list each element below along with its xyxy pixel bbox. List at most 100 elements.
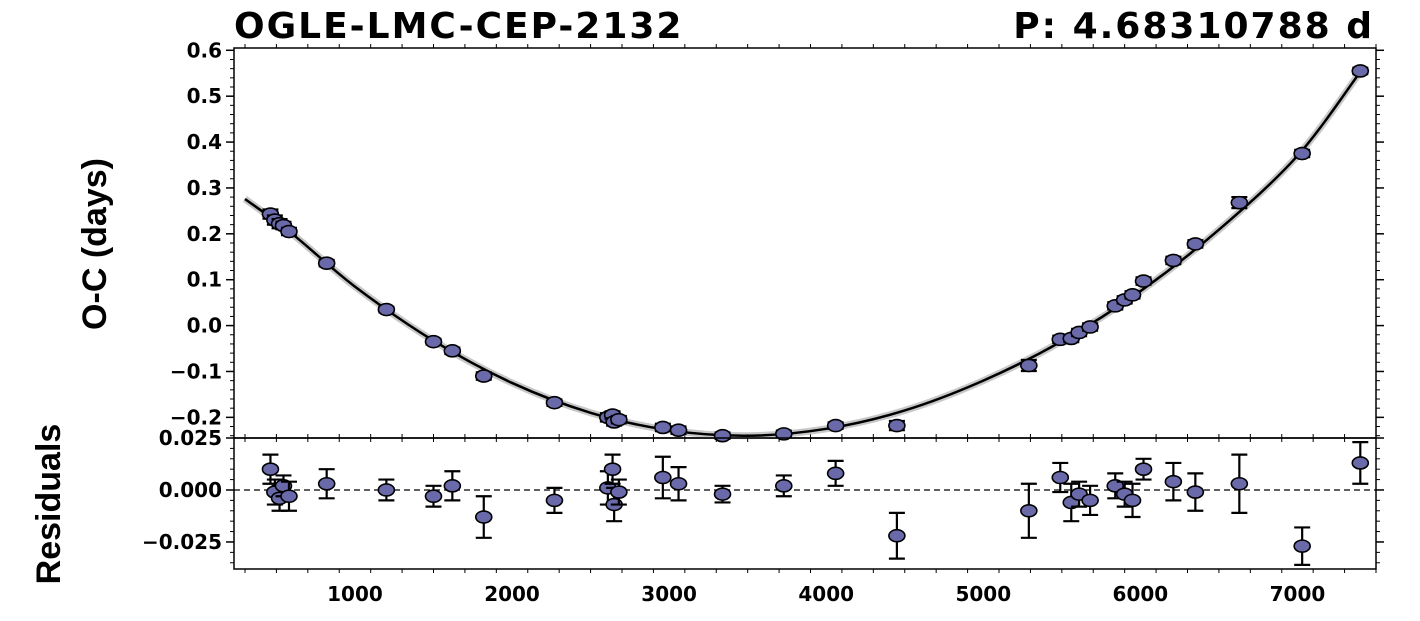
residuals-axis-label: Residuals bbox=[30, 424, 68, 585]
oc-point-marker bbox=[826, 418, 845, 433]
oc-y-tick-label: 0.5 bbox=[187, 84, 222, 108]
oc-point-marker bbox=[888, 418, 906, 433]
residual-point-marker bbox=[1186, 485, 1205, 499]
oc-point bbox=[713, 428, 732, 443]
oc-point-marker bbox=[317, 256, 336, 270]
x-tick-label: 2000 bbox=[484, 582, 540, 606]
residuals-y-tick-label: 0.025 bbox=[159, 426, 222, 450]
chart-title: OGLE-LMC-CEP-2132 bbox=[234, 6, 683, 47]
residual-point bbox=[826, 459, 845, 487]
residual-point-marker bbox=[424, 489, 443, 504]
oc-panel: 0.6 0.5 0.4 0.3 0.2 0.1 0.0 −0.1 −0.2 bbox=[170, 38, 1384, 443]
residual-point-marker bbox=[654, 470, 672, 485]
residual-point bbox=[545, 486, 564, 514]
residual-point-marker bbox=[1123, 493, 1142, 508]
oc-y-tick-label: 0.3 bbox=[187, 176, 222, 200]
x-tick-label: 6000 bbox=[1113, 582, 1169, 606]
oc-point bbox=[1134, 274, 1153, 288]
oc-y-tick-label: 0.2 bbox=[187, 222, 222, 246]
residuals-y-ticks: 0.025 0.000 −0.025 bbox=[142, 426, 1384, 564]
residual-point-marker bbox=[443, 479, 462, 493]
residual-point bbox=[377, 478, 396, 502]
oc-point-marker bbox=[280, 224, 298, 239]
oc-point bbox=[1081, 320, 1099, 334]
oc-point-marker bbox=[424, 334, 443, 349]
residual-point bbox=[774, 474, 793, 498]
residuals-y-tick-label: 0.000 bbox=[159, 478, 222, 502]
residual-point-marker bbox=[1164, 474, 1183, 489]
oc-point-marker bbox=[669, 423, 688, 438]
residual-point-marker bbox=[603, 462, 622, 476]
residual-point-marker bbox=[669, 476, 688, 491]
x-tick-label: 4000 bbox=[798, 582, 854, 606]
residual-point bbox=[424, 484, 443, 508]
oc-point bbox=[888, 418, 906, 433]
residual-point-marker bbox=[317, 476, 336, 491]
oc-point-marker bbox=[1081, 320, 1099, 334]
oc-point-marker bbox=[610, 412, 628, 427]
residual-point bbox=[654, 455, 672, 500]
oc-point bbox=[1020, 358, 1038, 373]
residual-point-marker bbox=[1134, 462, 1153, 476]
residual-point-marker bbox=[774, 479, 793, 493]
x-tick-label: 7000 bbox=[1270, 582, 1326, 606]
residual-point-marker bbox=[1081, 493, 1099, 508]
oc-y-tick-label: 0.6 bbox=[187, 38, 222, 62]
residuals-panel: 0.025 0.000 −0.025 1000 2000 3000 4000 5000 600… bbox=[142, 426, 1384, 606]
y-axis-label: O-C (days) bbox=[76, 158, 114, 330]
oc-point-marker bbox=[1020, 358, 1038, 373]
residual-point bbox=[1351, 441, 1370, 485]
residual-point bbox=[669, 466, 688, 502]
residual-point-marker bbox=[261, 462, 280, 476]
oc-point bbox=[317, 256, 336, 270]
oc-point bbox=[669, 423, 688, 438]
oc-point bbox=[443, 344, 462, 358]
residual-point bbox=[1020, 482, 1038, 539]
residual-data-points bbox=[261, 441, 1370, 566]
oc-point-marker bbox=[1134, 274, 1153, 288]
oc-point bbox=[826, 418, 845, 433]
fit-confidence-band bbox=[242, 69, 1364, 440]
oc-point-marker bbox=[1351, 64, 1370, 78]
oc-point bbox=[1293, 146, 1311, 161]
oc-y-ticks: 0.6 0.5 0.4 0.3 0.2 0.1 0.0 −0.1 −0.2 bbox=[170, 38, 1384, 437]
residual-point-marker bbox=[610, 485, 628, 499]
oc-point bbox=[1230, 195, 1249, 210]
residual-point bbox=[713, 484, 732, 504]
residual-point bbox=[1134, 457, 1153, 481]
period-label: P: 4.68310788 d bbox=[1013, 6, 1374, 47]
residual-point bbox=[1230, 453, 1249, 514]
residual-point-marker bbox=[826, 466, 845, 481]
residual-point-marker bbox=[1230, 476, 1249, 491]
x-tick-label: 5000 bbox=[955, 582, 1011, 606]
residual-point-marker bbox=[474, 510, 493, 524]
residual-point bbox=[317, 468, 336, 500]
residual-point bbox=[1186, 472, 1205, 512]
oc-point-marker bbox=[1164, 253, 1183, 268]
oc-point-marker bbox=[774, 427, 793, 441]
oc-point bbox=[610, 412, 628, 427]
oc-point bbox=[377, 302, 396, 317]
oc-point-marker bbox=[443, 344, 462, 358]
residuals-y-tick-label: −0.025 bbox=[142, 530, 222, 554]
residual-point-marker bbox=[1293, 539, 1311, 553]
oc-y-tick-label: −0.1 bbox=[170, 359, 222, 383]
oc-point bbox=[280, 224, 298, 239]
oc-y-tick-label: 0.1 bbox=[187, 268, 222, 292]
residual-point bbox=[1293, 526, 1311, 566]
residual-point bbox=[443, 470, 462, 502]
oc-point-marker bbox=[377, 302, 396, 317]
residual-point-marker bbox=[1351, 456, 1370, 470]
residual-point bbox=[888, 511, 906, 560]
oc-y-tick-label: 0.4 bbox=[187, 130, 222, 154]
oc-point bbox=[1186, 237, 1205, 251]
oc-point-marker bbox=[1186, 237, 1205, 251]
residual-point bbox=[1051, 461, 1070, 494]
oc-point bbox=[654, 420, 672, 435]
oc-point bbox=[474, 369, 493, 383]
residual-point-marker bbox=[280, 489, 298, 504]
oc-point-marker bbox=[713, 428, 732, 443]
oc-y-tick-label: 0.0 bbox=[187, 314, 222, 338]
oc-point bbox=[545, 395, 564, 410]
